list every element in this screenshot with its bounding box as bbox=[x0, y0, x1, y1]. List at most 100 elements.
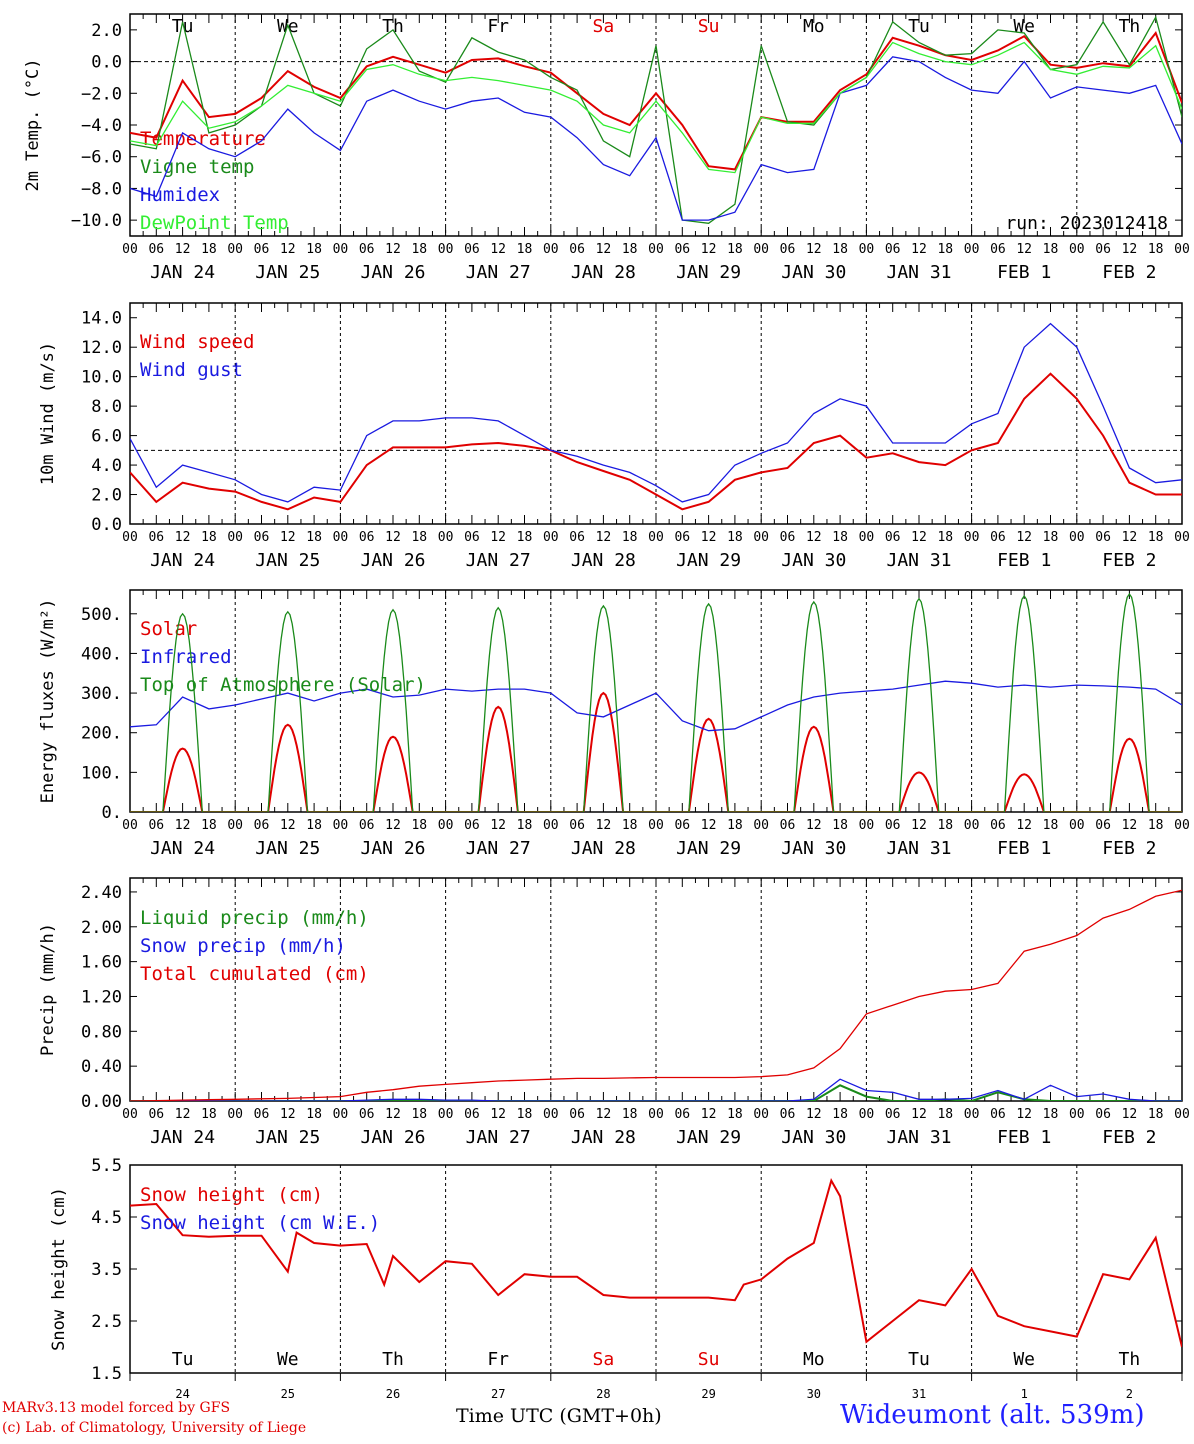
hour-label: 12 bbox=[596, 1107, 612, 1122]
day-label: JAN 30 bbox=[781, 550, 846, 571]
hour-label: 18 bbox=[201, 242, 217, 257]
y-tick-label: 4.0 bbox=[91, 456, 122, 476]
y-tick-label: 2.40 bbox=[81, 883, 122, 903]
hour-label: 06 bbox=[990, 818, 1006, 833]
hour-label: 18 bbox=[517, 530, 533, 545]
hour-label: 00 bbox=[1069, 242, 1085, 257]
hour-label: 12 bbox=[490, 1107, 506, 1122]
day-label: JAN 24 bbox=[150, 838, 215, 859]
hour-label: 18 bbox=[622, 1107, 638, 1122]
hour-label: 06 bbox=[674, 242, 690, 257]
hour-label: 18 bbox=[201, 1107, 217, 1122]
hour-label: 00 bbox=[859, 530, 875, 545]
hour-label: 18 bbox=[937, 818, 953, 833]
hour-label: 18 bbox=[306, 1107, 322, 1122]
day-label: JAN 27 bbox=[466, 1127, 531, 1148]
series-line bbox=[130, 889, 1182, 1101]
weekday-label: Mo bbox=[803, 1349, 825, 1370]
hour-label: 00 bbox=[1174, 242, 1190, 257]
day-label: JAN 26 bbox=[360, 550, 425, 571]
hour-label: 06 bbox=[885, 530, 901, 545]
day-label: JAN 27 bbox=[466, 262, 531, 283]
credit-model: MARv3.13 model forced by GFS bbox=[2, 1400, 231, 1416]
day-label: JAN 31 bbox=[886, 550, 951, 571]
hour-label: 12 bbox=[175, 818, 191, 833]
y-tick-label: 2.5 bbox=[91, 1312, 122, 1332]
y-tick-label: 500. bbox=[81, 605, 122, 625]
y-tick-label: 2.0 bbox=[91, 21, 122, 41]
hour-label: 06 bbox=[359, 818, 375, 833]
hour-label: 00 bbox=[543, 818, 559, 833]
hour-label: 12 bbox=[385, 242, 401, 257]
hour-label: 12 bbox=[175, 242, 191, 257]
hour-label: 12 bbox=[385, 530, 401, 545]
hour-label: 18 bbox=[201, 530, 217, 545]
series-line bbox=[130, 15, 1182, 224]
hour-label: 12 bbox=[1016, 530, 1032, 545]
hour-label: 00 bbox=[1174, 1107, 1190, 1122]
hour-label: 18 bbox=[727, 530, 743, 545]
day-label: JAN 29 bbox=[676, 838, 741, 859]
hour-label: 12 bbox=[806, 242, 822, 257]
weekday-label: Th bbox=[382, 16, 404, 37]
hour-label: 06 bbox=[780, 530, 796, 545]
day-label: JAN 25 bbox=[255, 550, 320, 571]
legend-entry: Wind speed bbox=[140, 331, 254, 353]
hour-label: 12 bbox=[1016, 818, 1032, 833]
hour-label: 06 bbox=[569, 818, 585, 833]
weekday-label: Fr bbox=[487, 1349, 509, 1370]
series-line bbox=[130, 1178, 1182, 1348]
hour-label: 18 bbox=[411, 530, 427, 545]
day-label: FEB 1 bbox=[997, 262, 1051, 283]
weekday-label: Su bbox=[698, 1349, 720, 1370]
weekday-label: Tu bbox=[908, 1349, 930, 1370]
panel-5: 1.5 2.5 3.5 4.5 5.5 Snow height (cm) 24 25 26 27 2… bbox=[49, 1156, 1183, 1401]
hour-label: 18 bbox=[622, 818, 638, 833]
day-number: 30 bbox=[807, 1387, 821, 1401]
hour-label: 12 bbox=[280, 1107, 296, 1122]
hour-label: 12 bbox=[701, 242, 717, 257]
y-axis-label: 10m Wind (m/s) bbox=[38, 342, 58, 485]
day-number: 27 bbox=[491, 1387, 505, 1401]
day-label: FEB 1 bbox=[997, 550, 1051, 571]
hour-label: 18 bbox=[727, 242, 743, 257]
series-line bbox=[130, 322, 1182, 503]
hour-label: 12 bbox=[911, 1107, 927, 1122]
hour-label: 00 bbox=[964, 1107, 980, 1122]
day-label: JAN 29 bbox=[676, 1127, 741, 1148]
hour-label: 06 bbox=[674, 818, 690, 833]
day-label: JAN 31 bbox=[886, 1127, 951, 1148]
y-tick-label: 200. bbox=[81, 724, 122, 744]
hour-label: 06 bbox=[780, 818, 796, 833]
day-label: FEB 1 bbox=[997, 838, 1051, 859]
hour-label: 00 bbox=[122, 242, 138, 257]
hour-label: 18 bbox=[306, 818, 322, 833]
hour-label: 18 bbox=[306, 530, 322, 545]
legend-entry: Snow precip (mm/h) bbox=[140, 935, 346, 957]
hour-label: 12 bbox=[1016, 1107, 1032, 1122]
hour-label: 12 bbox=[596, 242, 612, 257]
hour-label: 12 bbox=[911, 530, 927, 545]
series-line bbox=[130, 592, 1182, 812]
hour-label: 12 bbox=[490, 818, 506, 833]
y-tick-label: 400. bbox=[81, 644, 122, 664]
hour-label: 18 bbox=[1148, 818, 1164, 833]
y-tick-label: 14.0 bbox=[81, 309, 122, 329]
hour-label: 18 bbox=[517, 242, 533, 257]
hour-label: 18 bbox=[1043, 242, 1059, 257]
hour-label: 12 bbox=[490, 530, 506, 545]
hour-label: 18 bbox=[832, 818, 848, 833]
hour-label: 06 bbox=[885, 818, 901, 833]
hour-label: 00 bbox=[122, 818, 138, 833]
weekday-label: Th bbox=[382, 1349, 404, 1370]
day-number: 1 bbox=[1021, 1387, 1028, 1401]
hour-label: 12 bbox=[490, 242, 506, 257]
legend-entry: Snow height (cm) bbox=[140, 1184, 323, 1206]
hour-label: 18 bbox=[937, 1107, 953, 1122]
hour-label: 00 bbox=[1069, 818, 1085, 833]
hour-label: 18 bbox=[1148, 1107, 1164, 1122]
day-label: JAN 24 bbox=[150, 1127, 215, 1148]
hour-label: 12 bbox=[596, 530, 612, 545]
y-tick-label: 6.0 bbox=[91, 427, 122, 447]
